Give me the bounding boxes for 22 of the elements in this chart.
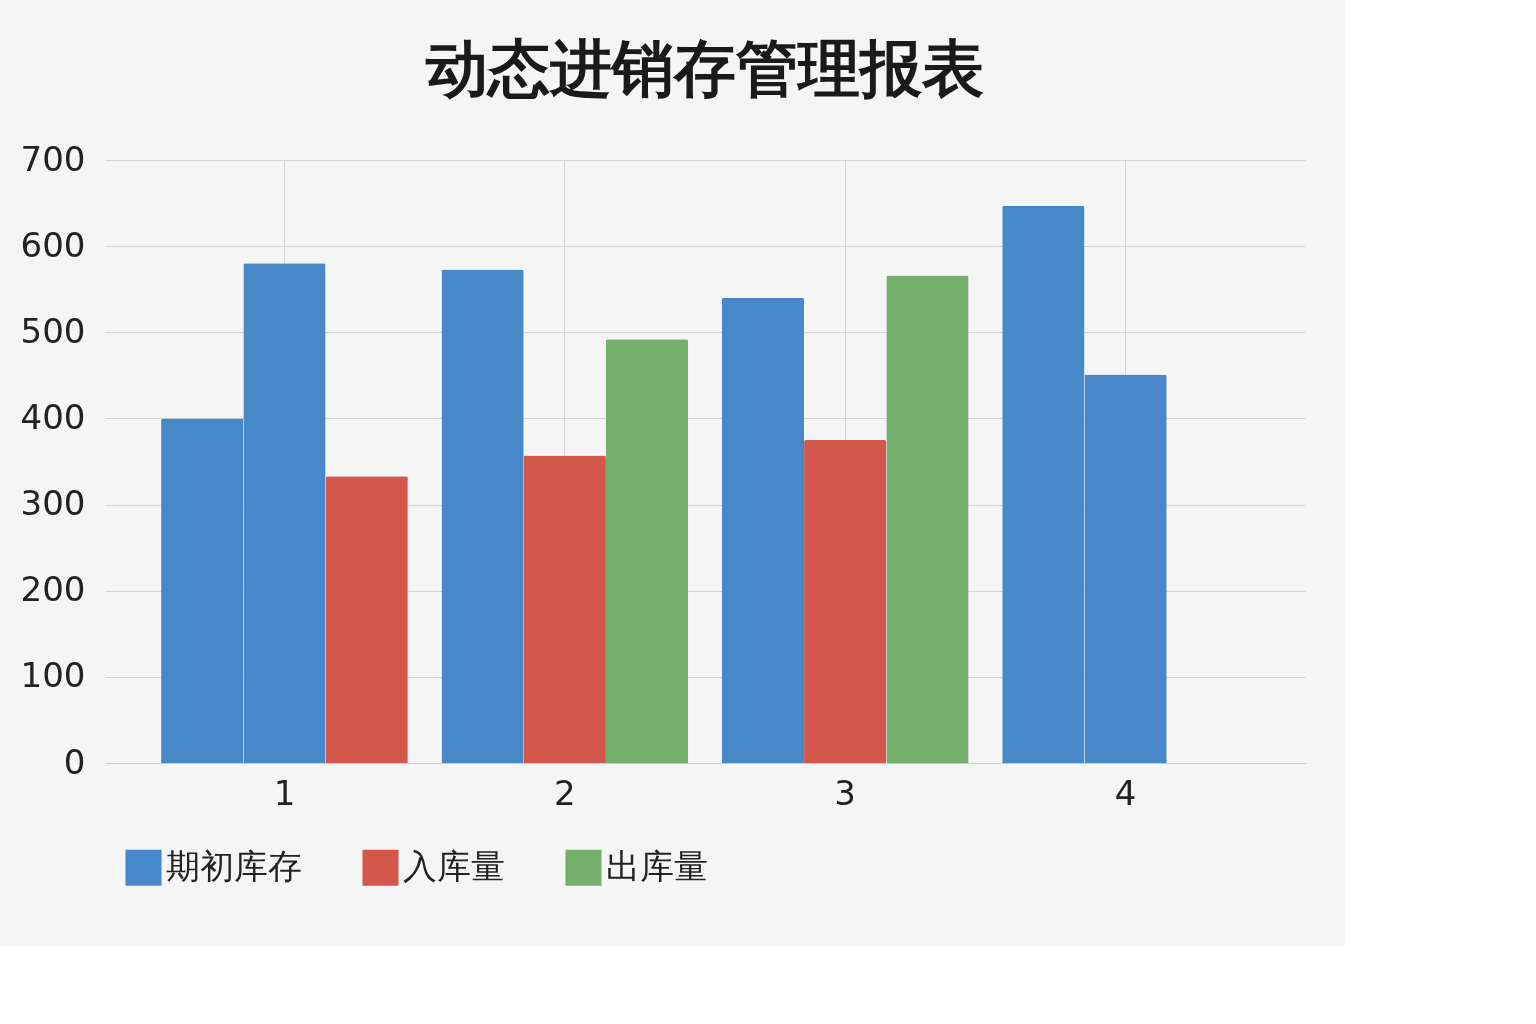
legend-label: 期初库存 xyxy=(166,845,302,886)
bar xyxy=(804,439,887,763)
y-tick-label: 400 xyxy=(20,396,86,437)
x-tick-label: 4 xyxy=(1114,772,1137,813)
x-tick-label: 1 xyxy=(273,772,296,813)
y-tick-label: 300 xyxy=(20,483,86,524)
bar xyxy=(605,339,689,763)
bar xyxy=(523,455,606,763)
y-tick-label: 600 xyxy=(20,224,86,265)
y-tick-label: 0 xyxy=(63,741,86,782)
legend-label: 出库量 xyxy=(606,845,708,886)
y-tick-label: 500 xyxy=(20,310,86,351)
bar xyxy=(721,297,805,763)
bar xyxy=(441,269,524,763)
legend-label: 入库量 xyxy=(403,845,505,886)
y-tick-label: 700 xyxy=(20,138,86,179)
y-tick-label: 100 xyxy=(20,655,86,696)
bar xyxy=(886,275,969,763)
x-tick-label: 3 xyxy=(834,772,857,813)
chart-title: 动态进销存管理报表 xyxy=(425,32,984,105)
y-tick-label: 200 xyxy=(20,569,86,610)
x-tick-label: 2 xyxy=(553,772,576,813)
